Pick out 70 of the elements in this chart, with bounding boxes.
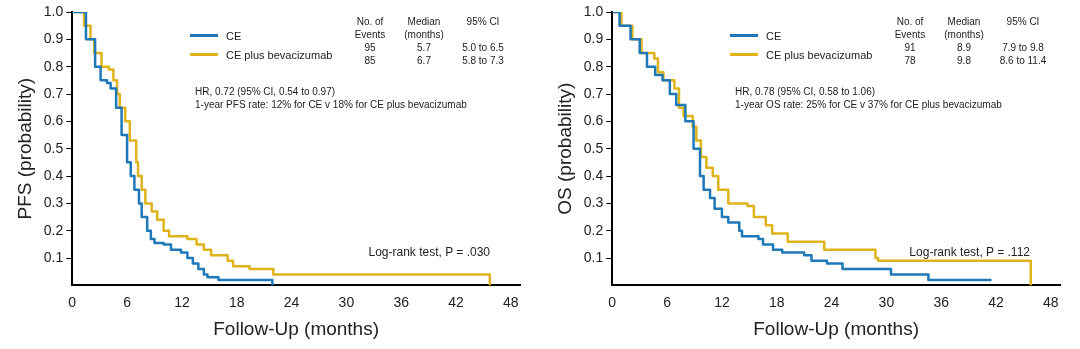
x-tick-label: 0	[68, 293, 77, 310]
annotation: 78	[903, 54, 917, 67]
x-tick-label: 6	[123, 293, 132, 310]
x-tick-label: 36	[933, 293, 950, 310]
x-tick-label: 48	[1043, 293, 1059, 310]
x-tick-label: 48	[503, 293, 519, 310]
y-tick-label: 0.8	[583, 57, 604, 74]
annotation: 95	[363, 41, 377, 54]
annotation: Median (months)	[403, 15, 445, 41]
annotation: 5.8 to 7.3	[461, 54, 505, 67]
annotation: 95% CI	[1005, 15, 1041, 29]
legend-label: CE	[766, 29, 782, 42]
y-tick-label: 1.0	[43, 2, 64, 19]
x-tick-label: 6	[663, 293, 672, 310]
y-tick-label: 0.1	[43, 248, 64, 265]
annotation: Log-rank test, P = .030	[368, 245, 490, 259]
annotation: Median (months)	[943, 15, 985, 41]
y-tick-label: 0.9	[583, 30, 604, 47]
x-tick-label: 42	[448, 293, 465, 310]
y-tick-label: 0.3	[583, 194, 604, 211]
annotation: 91	[903, 41, 917, 54]
y-tick-label: 0.1	[583, 248, 604, 265]
annotation: 1-year PFS rate: 12% for CE v 18% for CE plus bevacizumab	[195, 98, 467, 111]
y-tick-label: 0.5	[583, 139, 604, 156]
annotation: 1-year OS rate: 25% for CE v 37% for CE plus bevacizumab	[735, 98, 1002, 111]
annotation: 7.9 to 9.8	[1001, 41, 1045, 54]
y-tick-label: 1.0	[583, 2, 604, 19]
y-tick-label: 0.2	[583, 221, 604, 238]
y-tick-label: 0.2	[43, 221, 64, 238]
annotation: 6.7	[416, 54, 432, 67]
x-tick-label: 0	[608, 293, 617, 310]
x-axis-title: Follow-Up (months)	[753, 317, 920, 339]
x-tick-label: 18	[228, 293, 245, 310]
x-tick-label: 12	[714, 293, 730, 310]
x-axis-title: Follow-Up (months)	[213, 317, 380, 339]
y-tick-label: 0.3	[43, 194, 64, 211]
y-axis-title: PFS (probability)	[13, 77, 35, 220]
legend-label: CE plus bevacizumab	[766, 48, 873, 61]
y-tick-label: 0.6	[583, 112, 604, 129]
annotation: No. of Events	[353, 15, 387, 41]
y-tick-label: 0.9	[43, 30, 64, 47]
x-tick-label: 42	[988, 293, 1005, 310]
annotation: 8.9	[956, 41, 972, 54]
annotation: 5.0 to 6.5	[461, 41, 505, 54]
annotation: 5.7	[416, 41, 432, 54]
x-tick-label: 18	[768, 293, 785, 310]
x-tick-label: 24	[823, 293, 840, 310]
annotation: Log-rank test, P = .112	[909, 245, 1030, 259]
x-tick-label: 24	[283, 293, 300, 310]
legend-label: CE	[226, 29, 242, 42]
y-axis-title: OS (probability)	[553, 82, 575, 215]
annotation: No. of Events	[893, 15, 927, 41]
y-tick-label: 0.6	[43, 112, 64, 129]
y-tick-label: 0.4	[583, 166, 604, 183]
y-tick-label: 0.7	[43, 84, 64, 101]
y-tick-label: 0.8	[43, 57, 64, 74]
x-tick-label: 36	[393, 293, 410, 310]
x-tick-label: 12	[174, 293, 190, 310]
x-tick-label: 30	[338, 293, 355, 310]
annotation: 85	[363, 54, 377, 67]
annotation: HR, 0.72 (95% CI, 0.54 to 0.97)	[195, 85, 337, 98]
y-tick-label: 0.7	[583, 84, 604, 101]
x-tick-label: 30	[878, 293, 895, 310]
annotation: 9.8	[956, 54, 972, 67]
legend-label: CE plus bevacizumab	[226, 48, 333, 61]
annotation: 8.6 to 11.4	[998, 54, 1048, 67]
y-tick-label: 0.4	[43, 166, 64, 183]
y-tick-label: 0.5	[43, 139, 64, 156]
annotation: HR, 0.78 (95% CI, 0.58 to 1.06)	[735, 85, 877, 98]
annotation: 95% CI	[465, 15, 501, 29]
